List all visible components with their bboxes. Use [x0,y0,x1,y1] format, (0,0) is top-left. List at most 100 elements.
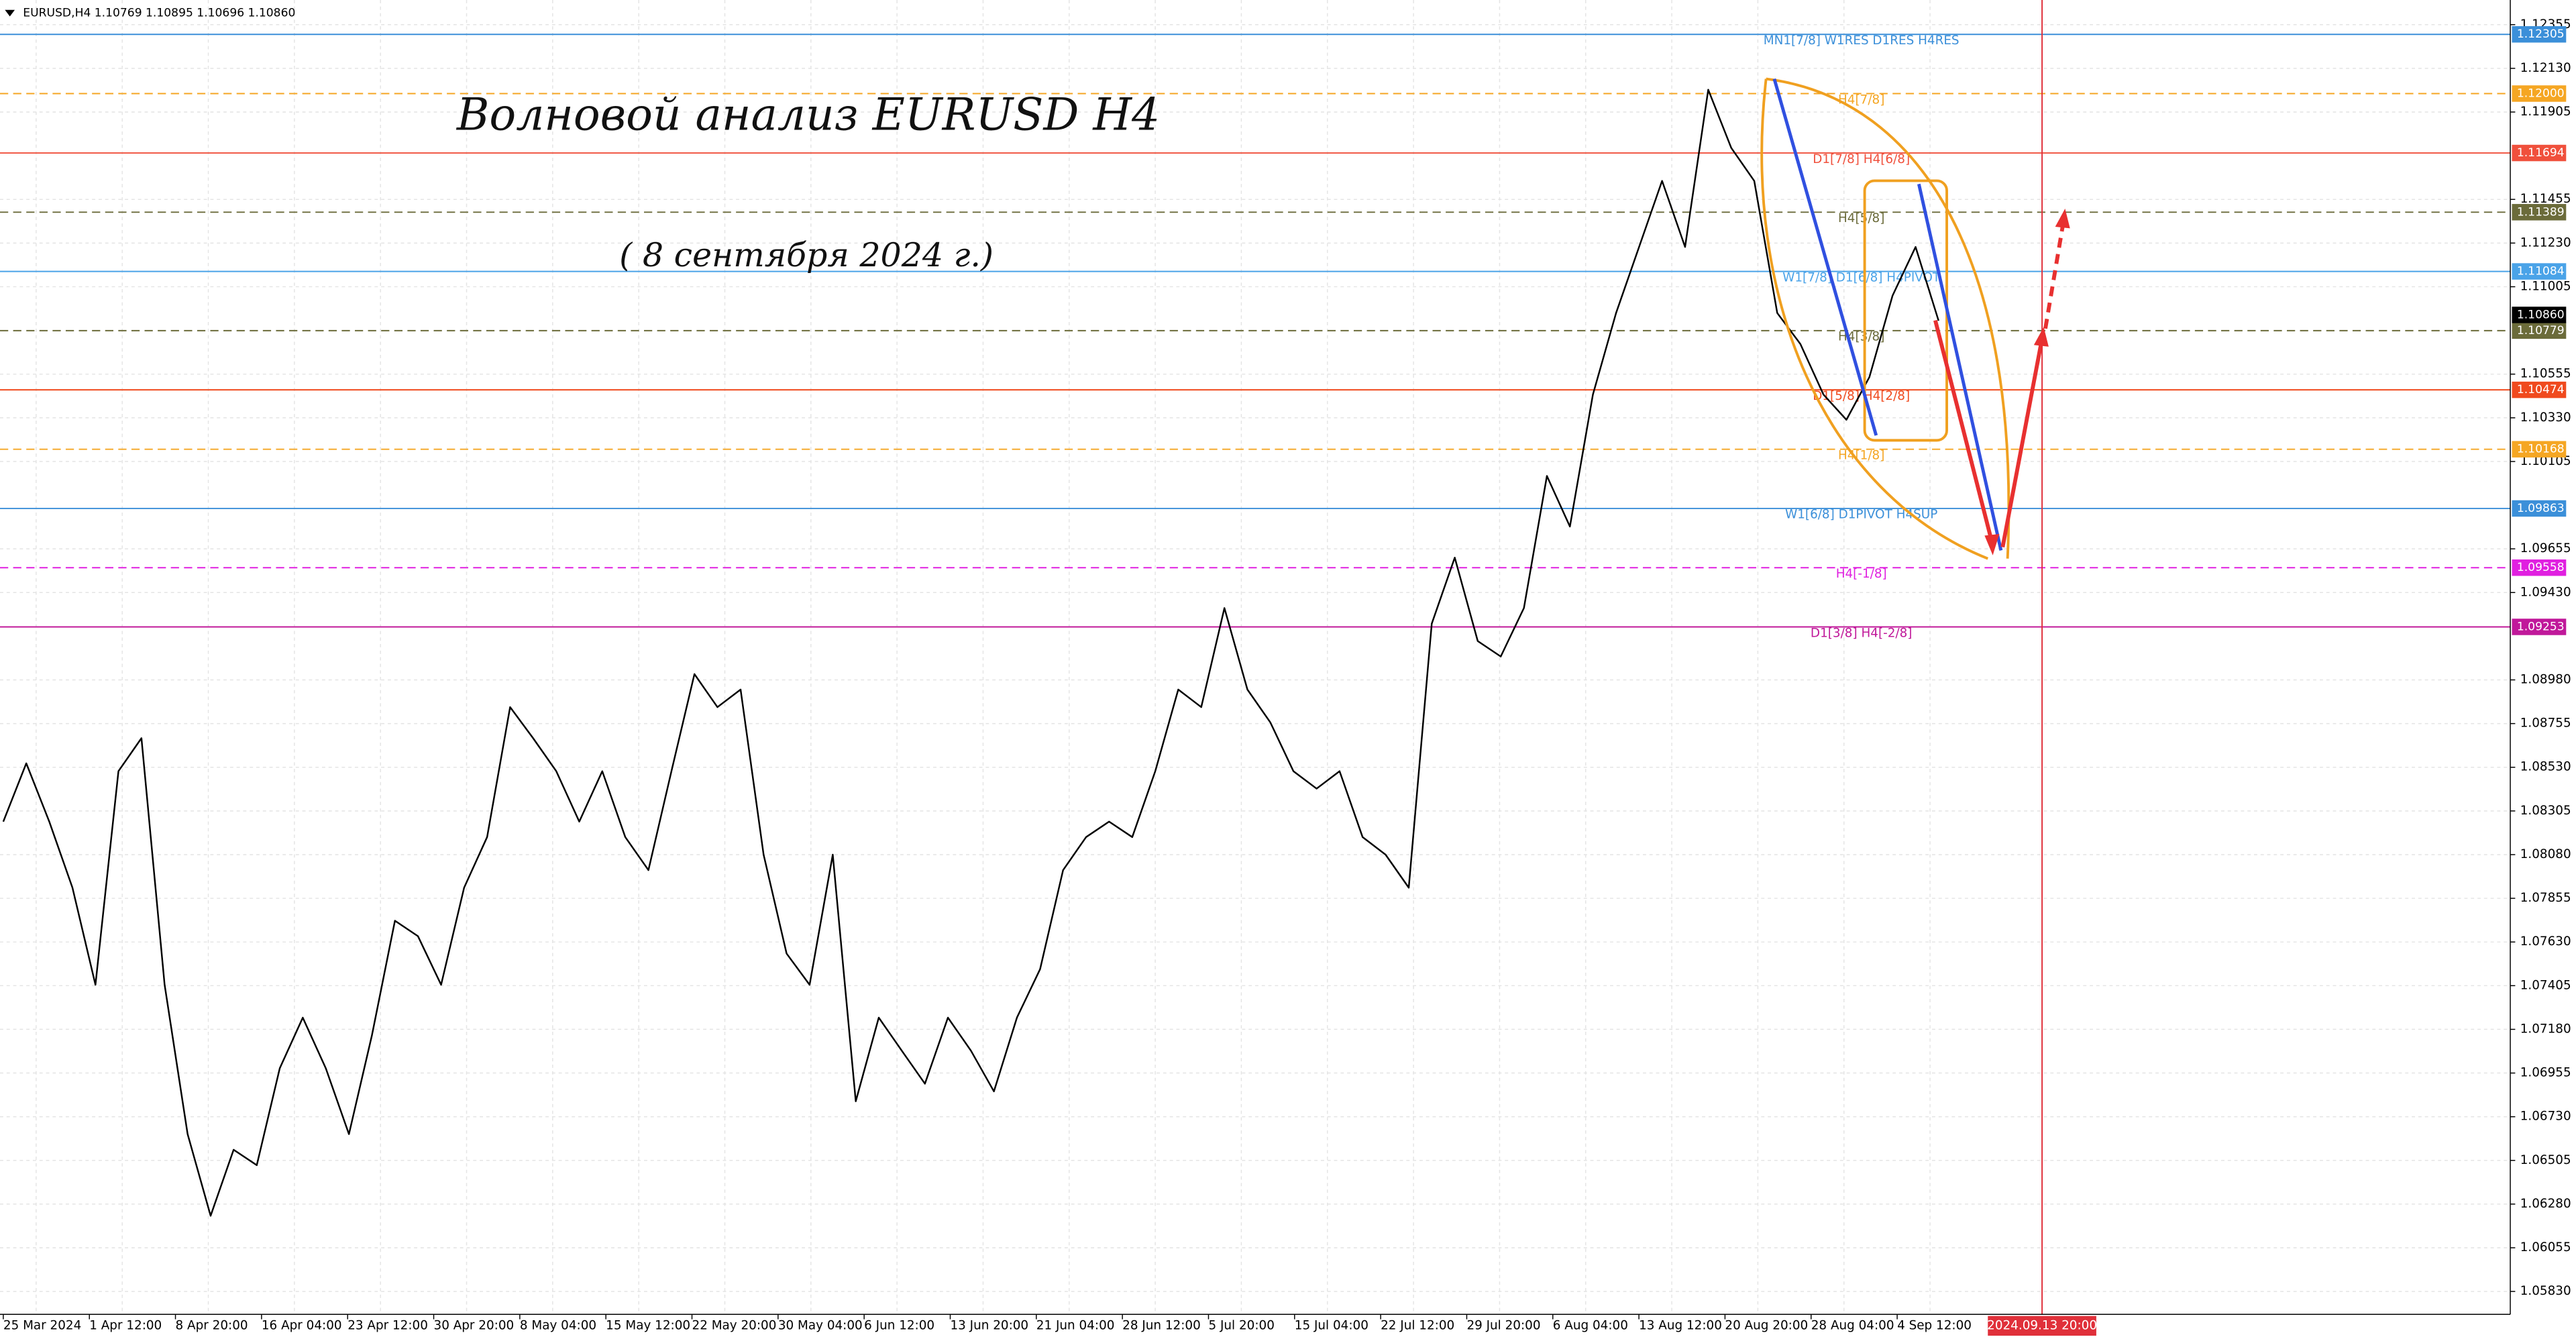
level-tag [2512,500,2567,517]
level-tag [2512,441,2567,458]
x-tick-label: 13 Jun 20:00 [950,1318,1028,1332]
time-cursor-tag [1988,1316,2096,1336]
level-tag-text: 1.09863 [2517,502,2565,515]
level-tag-text: 1.09558 [2517,561,2565,574]
level-tag [2512,204,2567,221]
chart-subtitle: ( 8 сентября 2024 г.) [619,236,994,274]
level-label: H4[1/8] [1838,448,1884,462]
level-tag-text: 1.10779 [2517,324,2565,337]
y-tick-label: 1.11905 [2520,105,2571,119]
level-label: D1[7/8] H4[6/8] [1813,152,1910,166]
level-tag [2512,144,2567,162]
y-tick-label: 1.11455 [2520,192,2571,206]
y-tick-label: 1.10105 [2520,454,2571,468]
y-tick-label: 1.09655 [2520,541,2571,555]
level-tag-text: 1.11694 [2517,146,2565,160]
y-tick-label: 1.06730 [2520,1110,2571,1124]
x-tick-label: 5 Jul 20:00 [1208,1318,1274,1332]
orange-arc [1766,77,2010,559]
y-tick-label: 1.08755 [2520,716,2571,731]
header: EURUSD,H4 1.10769 1.10895 1.10696 1.1086… [23,7,295,20]
level-label: W1[7/8] D1[6/8] H4PIVOT [1782,270,1941,284]
y-tick-label: 1.07855 [2520,891,2571,905]
y-tick-label: 1.10555 [2520,367,2571,381]
level-tag-text: 1.11084 [2517,265,2565,278]
time-cursor-label: 2024.09.13 20:00 [1987,1318,2097,1332]
x-tick-label: 15 Jul 04:00 [1295,1318,1368,1332]
x-tick-label: 23 Apr 12:00 [347,1318,428,1332]
x-tick-label: 28 Aug 04:00 [1811,1318,1894,1332]
y-tick-label: 1.06055 [2520,1240,2571,1254]
y-tick-label: 1.07405 [2520,978,2571,992]
red-forecast-arrow [2000,337,2044,548]
y-tick-label: 1.12130 [2520,61,2571,75]
level-tag [2512,25,2567,43]
x-tick-label: 15 May 12:00 [606,1318,690,1332]
y-tick-label: 1.08080 [2520,847,2571,861]
level-tag-text: 1.11389 [2517,205,2565,219]
chart-title: Волновой анализ EURUSD H4 [456,89,1160,140]
level-tag-text: 1.12000 [2517,87,2565,100]
level-tag-text: 1.09253 [2517,620,2565,633]
x-tick-label: 25 Mar 2024 [3,1318,81,1332]
arrow-head [2033,327,2049,347]
level-label: D1[5/8] H4[2/8] [1813,389,1910,403]
axes: 1.123551.121301.119051.114551.112301.110… [3,17,2571,1336]
arrow-head [1984,533,2000,555]
levels: MN1[7/8] W1RES D1RES H4RES H4[7/8] D1[7/8]… [0,34,2511,640]
x-tick-label: 22 May 20:00 [692,1318,777,1332]
level-tag [2512,559,2567,576]
level-tag [2512,619,2567,635]
level-tag-text: 1.10474 [2517,383,2565,396]
red-forecast-arrow-dashed [2043,221,2065,329]
x-tick-label: 6 Jun 12:00 [864,1318,934,1332]
level-tag [2512,85,2567,102]
x-tick-label: 28 Jun 12:00 [1122,1318,1201,1332]
blue-wave-line [1772,78,1878,436]
x-tick-label: 21 Jun 04:00 [1036,1318,1115,1332]
x-tick-label: 22 Jul 12:00 [1381,1318,1454,1332]
x-tick-label: 30 May 04:00 [778,1318,863,1332]
x-tick-label: 29 Jul 20:00 [1466,1318,1540,1332]
y-tick-label: 1.10330 [2520,411,2571,425]
x-tick-label: 13 Aug 12:00 [1639,1318,1722,1332]
level-label: H4[5/8] [1838,211,1884,225]
grid [0,0,2511,1315]
level-tag-text: 1.12305 [2517,28,2565,41]
level-label: H4[7/8] [1838,93,1884,107]
price-line [2,89,1939,1217]
level-label: MN1[7/8] W1RES D1RES H4RES [1764,34,1960,48]
y-tick-label: 1.06955 [2520,1066,2571,1080]
level-label: H4[-1/8] [1836,567,1887,581]
series [2,89,1939,1217]
y-tick-label: 1.08530 [2520,760,2571,774]
x-tick-label: 1 Apr 12:00 [89,1318,162,1332]
y-tick-label: 1.06280 [2520,1197,2571,1211]
x-tick-label: 16 Apr 04:00 [262,1318,342,1332]
level-label: W1[6/8] D1PIVOT H4SUP [1785,508,1937,522]
y-tick-label: 1.07630 [2520,934,2571,949]
y-tick-label: 1.08980 [2520,672,2571,686]
y-tick-label: 1.08305 [2520,804,2571,818]
header-icon [5,9,15,17]
y-tick-label: 1.09430 [2520,585,2571,599]
x-tick-label: 8 Apr 20:00 [176,1318,248,1332]
current-price-text: 1.10860 [2517,308,2565,321]
y-tick-label: 1.11005 [2520,279,2571,293]
level-tag-text: 1.10168 [2517,443,2565,456]
x-tick-label: 6 Aug 04:00 [1553,1318,1628,1332]
level-tag [2512,322,2567,339]
orange-arc [1760,78,1988,560]
y-tick-label: 1.05830 [2520,1284,2571,1298]
x-tick-label: 8 May 04:00 [520,1318,596,1332]
current-price-tag [2512,307,2567,323]
red-forecast-arrow [1933,319,1995,546]
x-tick-label: 4 Sep 12:00 [1897,1318,1972,1332]
x-tick-label: 20 Aug 20:00 [1725,1318,1808,1332]
wave-annotations [1760,77,2070,560]
y-tick-label: 1.07180 [2520,1022,2571,1036]
blue-wave-line [1917,183,2003,551]
level-label: D1[3/8] H4[-2/8] [1811,626,1913,640]
